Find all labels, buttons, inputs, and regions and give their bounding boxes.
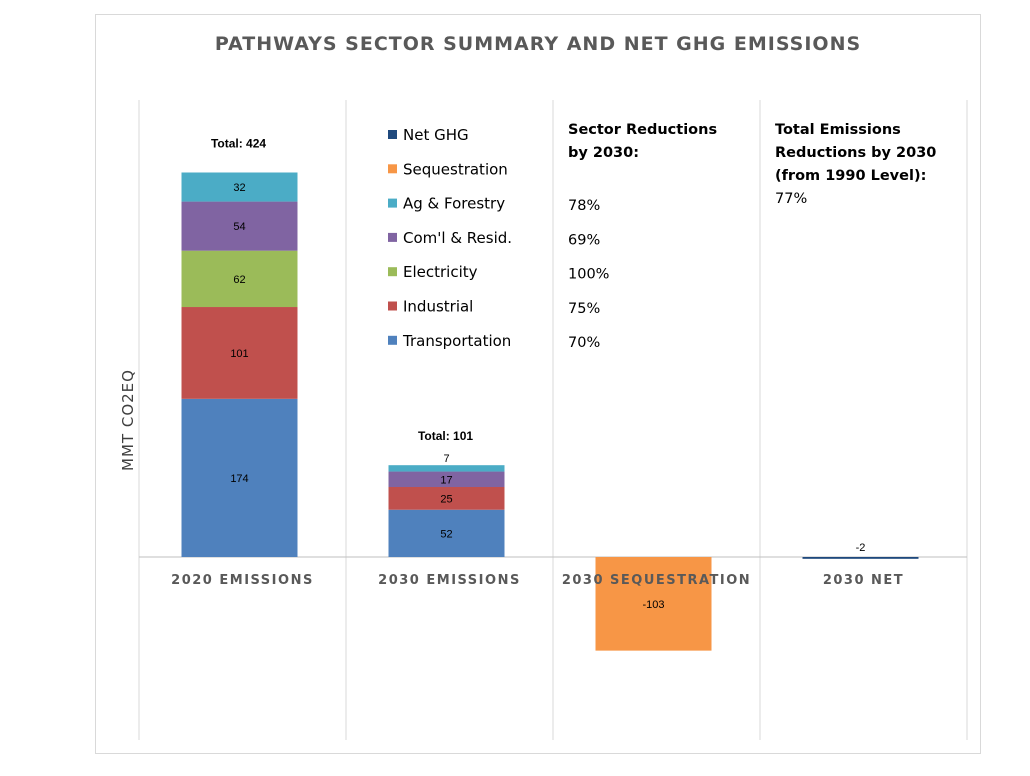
y-axis-label: MMT CO2EQ: [119, 369, 137, 471]
legend-label-electricity: Electricity: [403, 263, 478, 281]
data-label: 17: [440, 474, 452, 486]
legend-swatch-industrial: [388, 301, 397, 311]
legend-label-net-ghg: Net GHG: [403, 126, 469, 144]
legend-label-industrial: Industrial: [403, 298, 473, 316]
data-label: 101: [230, 348, 248, 360]
category-labels: 2020 EMISSIONS 2030 EMISSIONS 2030 SEQUEST…: [171, 573, 904, 588]
legend: Net GHG Sequestration Ag & Forestry Com'l &…: [388, 126, 512, 350]
total-reductions-heading: Total Emissions: [775, 122, 901, 138]
bar-sequestration-2030-sequestration: [595, 557, 712, 651]
sector-reduction-value: 69%: [568, 232, 600, 248]
legend-label-transportation: Transportation: [402, 332, 511, 350]
total-reductions: Total Emissions Reductions by 2030 (from 1…: [775, 122, 936, 207]
bar-transportation-2020-emissions: [181, 398, 298, 557]
sector-reduction-value: 78%: [568, 198, 600, 214]
data-label: 32: [233, 182, 245, 194]
bars: 174 101 62 54 32 52 25 17 7 -103 -2 Total: 424 Total…: [181, 136, 919, 651]
category-label: 2020 EMISSIONS: [171, 573, 314, 588]
chart-frame: [95, 14, 981, 754]
total-reduction-value: 77%: [775, 191, 807, 207]
legend-swatch-ag-forestry: [388, 198, 397, 208]
legend-swatch-net-ghg: [388, 130, 397, 139]
legend-label-sequestration: Sequestration: [403, 160, 508, 178]
category-label: 2030 SEQUESTRATION: [562, 573, 751, 588]
sector-reduction-value: 75%: [568, 301, 600, 317]
legend-label-com-l-resid: Com'l & Resid.: [403, 229, 512, 247]
category-dividers: [138, 100, 968, 740]
data-label: -2: [856, 542, 866, 554]
sector-reductions: Sector Reductions by 2030: 78% 69% 100% 75% 70…: [568, 122, 717, 351]
legend-swatch-electricity: [388, 267, 397, 277]
legend-label-ag-forestry: Ag & Forestry: [403, 195, 505, 213]
total-reductions-heading: (from 1990 Level):: [775, 168, 926, 184]
bar-net-ghg-2030-net: [802, 557, 919, 559]
sector-reduction-value: 70%: [568, 335, 600, 351]
total-reductions-heading: Reductions by 2030: [775, 145, 936, 161]
bar-industrial-2020-emissions: [181, 307, 298, 399]
legend-swatch-transportation: [388, 335, 397, 345]
bar-transportation-2030-emissions: [388, 509, 505, 557]
sector-reductions-heading: by 2030:: [568, 145, 639, 161]
bar-electricity-2020-emissions: [181, 250, 298, 308]
category-label: 2030 NET: [823, 573, 904, 588]
sector-reduction-value: 100%: [568, 267, 609, 283]
data-label: 52: [440, 528, 452, 540]
bar-com-l-resid-2020-emissions: [181, 201, 298, 251]
bar-com-l-resid-2030-emissions: [388, 471, 505, 488]
legend-swatch-sequestration: [388, 164, 397, 174]
total-label: Total: 424: [211, 136, 266, 150]
total-label: Total: 101: [418, 429, 473, 443]
data-label: -103: [642, 599, 664, 611]
data-label: 7: [443, 453, 449, 465]
bar-ag-forestry-2030-emissions: [388, 465, 505, 472]
data-label: 62: [233, 274, 245, 286]
category-label: 2030 EMISSIONS: [378, 573, 521, 588]
sector-reductions-heading: Sector Reductions: [568, 122, 717, 138]
data-label: 25: [440, 493, 452, 505]
data-label: 174: [230, 473, 248, 485]
data-label: 54: [233, 221, 245, 233]
bar-industrial-2030-emissions: [388, 487, 505, 510]
legend-swatch-com-l-resid: [388, 232, 397, 242]
chart-title: PATHWAYS SECTOR SUMMARY AND NET GHG EMIS…: [215, 33, 861, 55]
bar-ag-forestry-2020-emissions: [181, 172, 298, 202]
